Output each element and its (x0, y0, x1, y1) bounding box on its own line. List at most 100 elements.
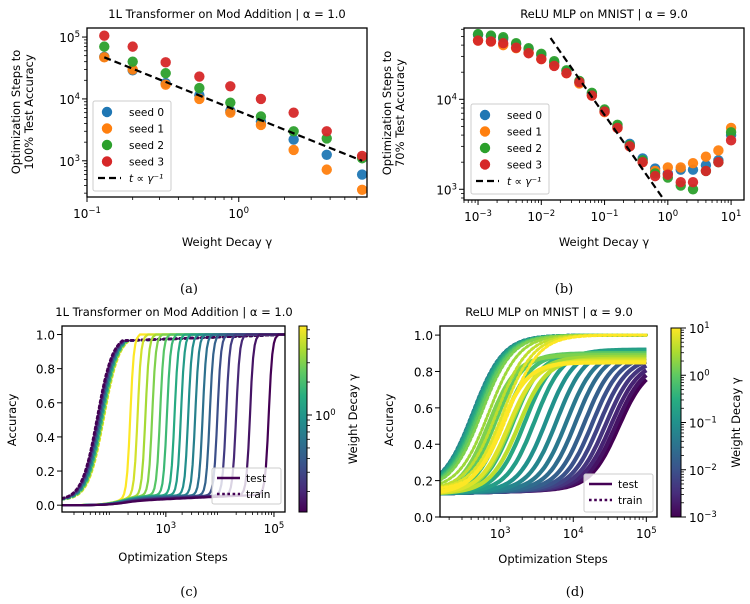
data-point (194, 82, 205, 94)
panel-d-caption: (d) (566, 585, 584, 600)
data-point (288, 126, 299, 137)
x-tick-label: 10−3 (464, 209, 492, 224)
y-tick-label: 0.0 (414, 511, 433, 525)
y-tick-label: 104 (436, 92, 457, 107)
series-seed-2 (99, 41, 367, 164)
data-point (498, 38, 509, 49)
panel-d-xlabel: Optimization Steps (498, 552, 607, 566)
y-tick-label: 0.0 (36, 499, 55, 513)
legend-label: seed 2 (129, 140, 164, 152)
data-point (225, 81, 236, 92)
fit-line (549, 37, 666, 200)
colorbar-tick-label: 101 (689, 321, 710, 336)
panel-c-legend: test train (211, 467, 282, 505)
data-point (288, 134, 299, 145)
panel-d-plot-area: 103 104 105 0.0 0.2 0.4 0.6 0.8 1.0 test train 10−3… (414, 321, 743, 541)
data-point (687, 184, 699, 195)
data-point (99, 30, 110, 41)
data-point (127, 41, 138, 52)
colorbar-label: Weight Decay γ (729, 377, 743, 467)
data-point (662, 169, 674, 180)
panel-d-colorbar (670, 327, 682, 518)
data-point (356, 184, 367, 195)
y-tick-label: 104 (59, 92, 80, 107)
panel-a-axes-frame (86, 27, 368, 198)
legend-train-label: train (618, 495, 642, 507)
data-point (662, 162, 674, 173)
data-point (725, 135, 737, 146)
data-point (160, 57, 171, 68)
x-tick-label: 105 (264, 521, 285, 536)
legend-fit-label: t ∝ γ⁻¹ (129, 173, 163, 185)
x-tick-label: 10−1 (591, 209, 619, 224)
legend-marker (479, 109, 491, 121)
y-tick-label: 1.0 (414, 329, 433, 343)
panel-c-caption: (c) (180, 585, 197, 600)
y-tick-label: 0.4 (414, 438, 433, 452)
x-tick-label: 101 (721, 209, 742, 224)
x-tick-label: 104 (563, 526, 584, 541)
panel-b-ylabel-line1: Optimization Steps to (380, 51, 394, 176)
data-point (321, 164, 332, 175)
data-point (356, 169, 367, 180)
y-tick-label: 1.0 (36, 329, 55, 343)
y-tick-label: 0.4 (36, 431, 55, 445)
data-point (713, 145, 724, 156)
panel-c-plot-area: 103 105 0.0 0.2 0.4 0.6 0.8 1.0 test train 100 Weig… (36, 325, 360, 536)
y-tick-label: 0.8 (36, 363, 55, 377)
legend-label: seed 1 (507, 127, 542, 139)
legend-box (92, 100, 172, 192)
panel-b-axes-frame (463, 27, 745, 201)
panel-a-marks (99, 30, 367, 195)
legend-marker (101, 106, 113, 118)
panel-a-ylabel-line2: 100% Test Accuracy (22, 54, 36, 170)
data-point (225, 107, 236, 118)
x-tick-label: 103 (490, 526, 511, 541)
legend-test-label: test (618, 479, 638, 491)
panel-c-title: 1L Transformer on Mod Addition | α = 1.0 (55, 305, 292, 319)
data-point (321, 126, 332, 137)
data-point (549, 60, 560, 72)
panel-b-xlabel: Weight Decay γ (559, 235, 649, 249)
data-point (225, 97, 236, 108)
legend-label: seed 2 (507, 143, 542, 155)
data-point (675, 162, 686, 173)
data-point (700, 151, 712, 162)
data-point (687, 176, 699, 188)
panel-d-legend: test train (583, 473, 654, 513)
x-tick-label: 100 (657, 209, 678, 224)
data-point (485, 36, 497, 47)
legend-marker (101, 139, 113, 151)
colorbar-tick-label: 100 (315, 408, 336, 423)
data-point (321, 149, 332, 161)
train-curve (440, 333, 648, 490)
y-tick-label: 0.6 (414, 402, 433, 416)
data-point (725, 127, 737, 138)
panel-a-caption: (a) (180, 282, 198, 297)
legend-marker (479, 142, 491, 154)
data-point (472, 35, 484, 46)
panel-c-ylabel: Accuracy (5, 394, 19, 447)
data-point (687, 157, 699, 169)
data-point (160, 79, 171, 90)
panel-c-xlabel: Optimization Steps (118, 550, 227, 564)
panel-c: 1L Transformer on Mod Addition | α = 1.0… (5, 305, 360, 600)
panel-a: 1L Transformer on Mod Addition | α = 1.0… (9, 7, 368, 297)
y-tick-label: 0.2 (36, 465, 55, 479)
panel-b: ReLU MLP on MNIST | α = 9.0 10−3 10−2 10−1… (380, 7, 745, 297)
y-tick-label: 103 (59, 154, 80, 169)
data-point (574, 76, 585, 88)
legend-fit-label: t ∝ γ⁻¹ (507, 176, 541, 188)
data-point (255, 93, 267, 105)
panel-d-title: ReLU MLP on MNIST | α = 9.0 (465, 305, 633, 319)
legend-label: seed 0 (507, 110, 542, 122)
data-point (561, 68, 572, 79)
panel-b-legend: seed 0 seed 1 seed 2 seed 3 t ∝ γ⁻¹ (470, 103, 550, 195)
legend-label: seed 3 (129, 157, 164, 169)
panel-a-xlabel: Weight Decay γ (182, 235, 272, 249)
y-tick-label: 0.6 (36, 397, 55, 411)
data-point (288, 107, 299, 118)
panel-c-curves (62, 333, 285, 507)
data-point (127, 56, 138, 67)
data-point (288, 144, 299, 156)
